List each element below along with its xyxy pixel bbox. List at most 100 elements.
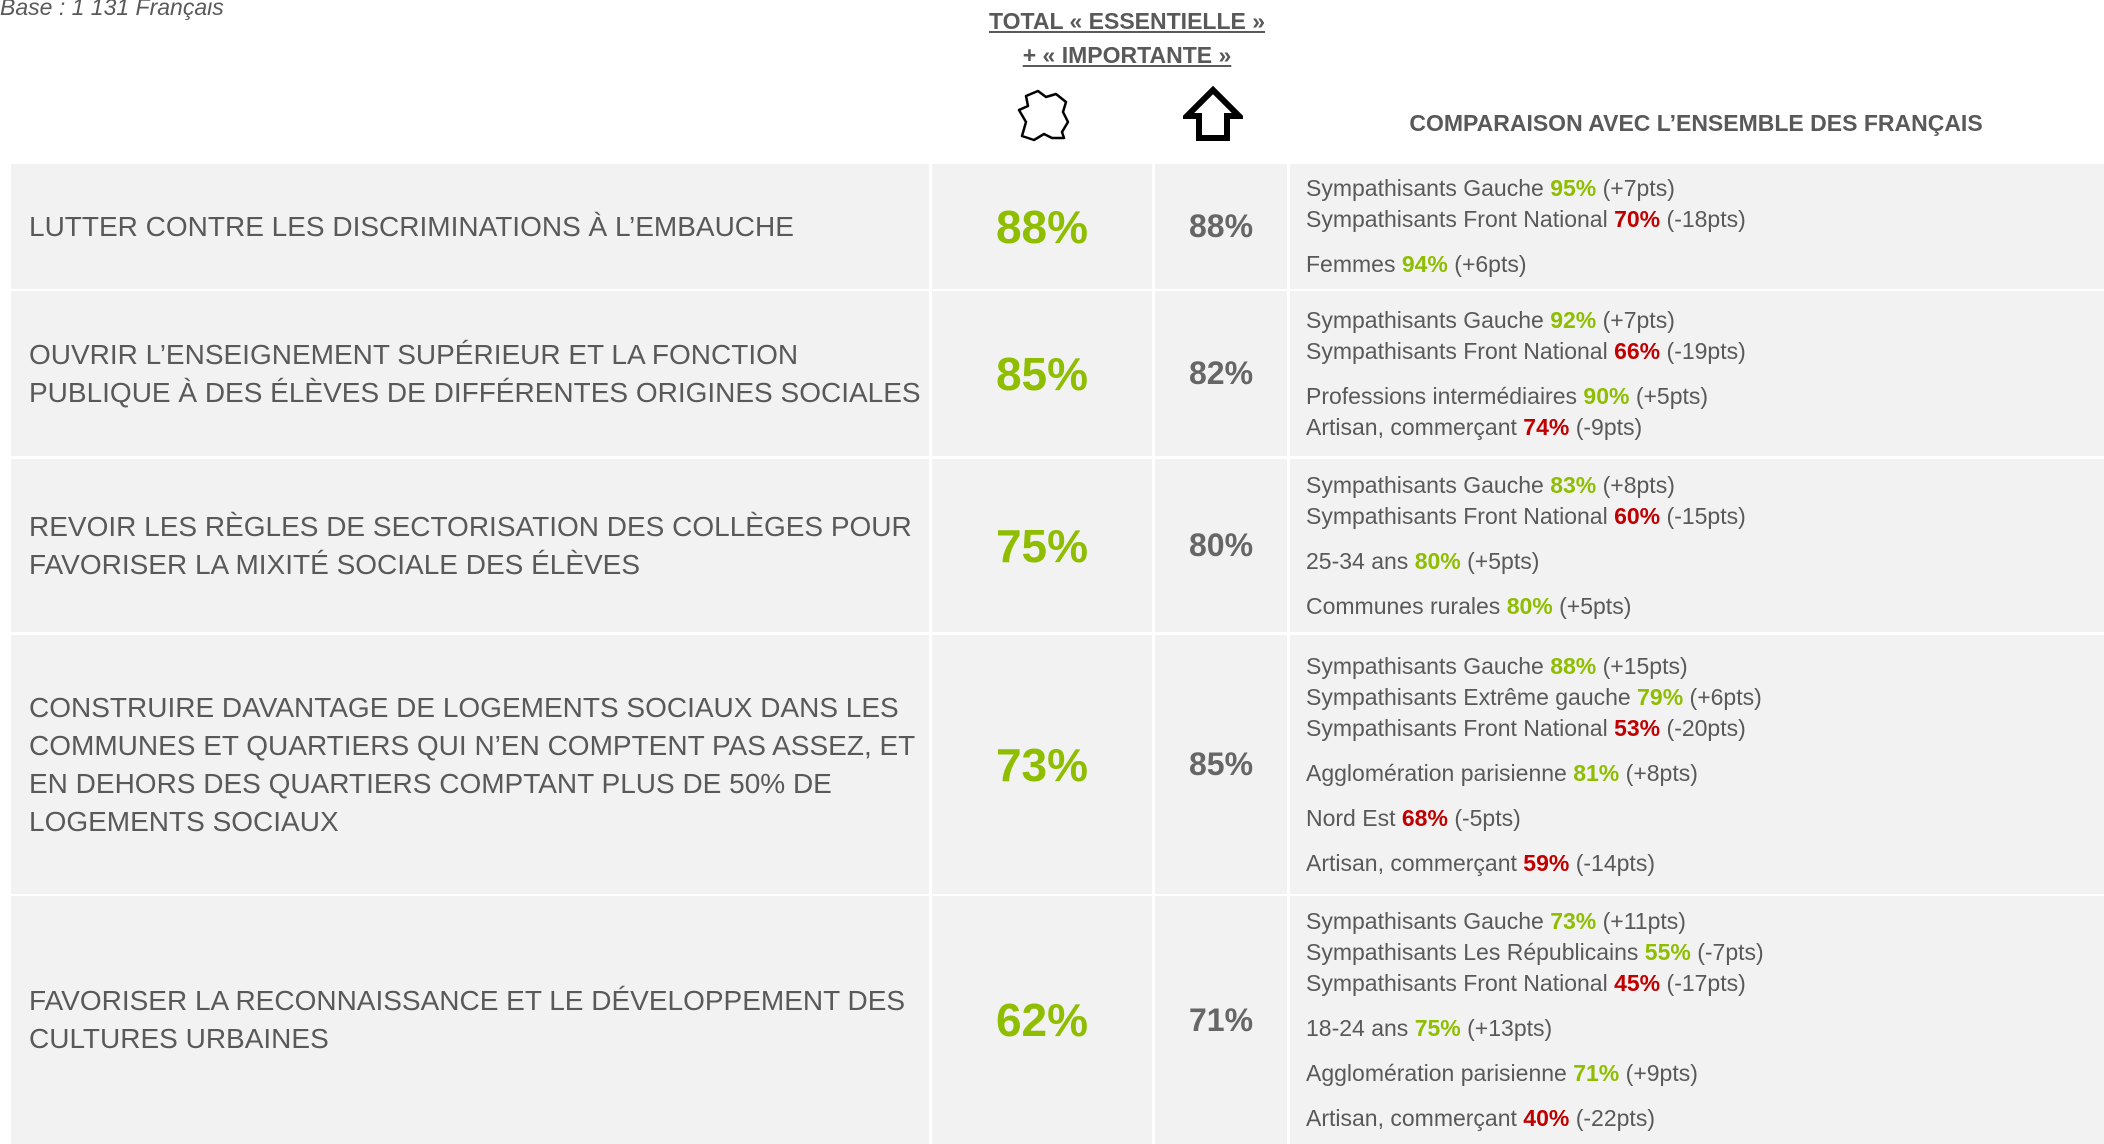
- segment-value: 79%: [1637, 683, 1684, 710]
- segment: Artisan, commerçant: [1306, 849, 1517, 876]
- segment-value: 68%: [1401, 804, 1448, 831]
- segment-value: 45%: [1614, 970, 1661, 996]
- segment-value: 90%: [1583, 382, 1630, 409]
- segment-value: 66%: [1614, 337, 1661, 364]
- segment-value: 59%: [1523, 849, 1570, 876]
- segment-value: 80%: [1506, 592, 1553, 619]
- segment-value: 71%: [1573, 1060, 1620, 1086]
- segment-value: 60%: [1614, 502, 1661, 529]
- comparison-group: Communes rurales 80% (+5pts): [1306, 591, 1631, 622]
- comparison-cell: Sympathisants Gauche 92% (+7pts) Sympathi…: [1290, 291, 2104, 456]
- comparison-cell: Sympathisants Gauche 88% (+15pts) Sympath…: [1290, 635, 2104, 894]
- segment-diff: (+7pts): [1602, 175, 1675, 201]
- segment: Professions intermédiaires: [1306, 382, 1578, 409]
- comparison-line: Sympathisants Gauche 73% (+11pts): [1306, 906, 1764, 937]
- segment-diff: (+5pts): [1467, 547, 1540, 574]
- comparison-line: Artisan, commerçant 74% (-9pts): [1306, 412, 1708, 443]
- comparison-line: Nord Est 68% (-5pts): [1306, 803, 1521, 834]
- segment-value: 40%: [1523, 1105, 1570, 1131]
- segment: Femmes: [1306, 251, 1396, 277]
- comparison-group: 25-34 ans 80% (+5pts): [1306, 546, 1539, 577]
- segment: Sympathisants Gauche: [1306, 175, 1544, 201]
- row-label: OUVRIR L’ENSEIGNEMENT SUPÉRIEUR ET LA FO…: [11, 291, 929, 456]
- france-score: 88%: [932, 164, 1152, 289]
- comparison-group: Agglomération parisienne 71% (+9pts): [1306, 1058, 1698, 1089]
- comparison-group: Sympathisants Gauche 73% (+11pts) Sympath…: [1306, 906, 1764, 999]
- comparison-group: 18-24 ans 75% (+13pts): [1306, 1013, 1552, 1044]
- segment-diff: (-17pts): [1666, 970, 1746, 996]
- comparison-line: Sympathisants Gauche 88% (+15pts): [1306, 651, 1762, 682]
- comparison-line: Sympathisants Gauche 95% (+7pts): [1306, 173, 1746, 204]
- comparison-line: Communes rurales 80% (+5pts): [1306, 591, 1631, 622]
- segment: Sympathisants Front National: [1306, 206, 1608, 232]
- comparison-group: Sympathisants Gauche 88% (+15pts) Sympath…: [1306, 651, 1762, 744]
- house-score: 80%: [1155, 459, 1287, 632]
- segment-value: 53%: [1614, 714, 1661, 741]
- segment-value: 94%: [1401, 251, 1448, 277]
- comparison-line: Sympathisants Les Républicains 55% (-7pt…: [1306, 937, 1764, 968]
- comparison-line: 25-34 ans 80% (+5pts): [1306, 546, 1539, 577]
- segment: Sympathisants Front National: [1306, 970, 1608, 996]
- segment-diff: (+15pts): [1602, 652, 1688, 679]
- segment-value: 88%: [1550, 652, 1597, 679]
- segment: Sympathisants Front National: [1306, 714, 1608, 741]
- house-score: 85%: [1155, 635, 1287, 894]
- segment-value: 74%: [1523, 413, 1570, 440]
- comparison-line: Agglomération parisienne 71% (+9pts): [1306, 1058, 1698, 1089]
- segment-diff: (-20pts): [1666, 714, 1746, 741]
- comparison-group: Agglomération parisienne 81% (+8pts): [1306, 758, 1698, 789]
- comparison-group: Professions intermédiaires 90% (+5pts) Ar…: [1306, 381, 1708, 443]
- france-score: 62%: [932, 896, 1152, 1144]
- segment: Artisan, commerçant: [1306, 413, 1517, 440]
- comparison-group: Nord Est 68% (-5pts): [1306, 803, 1521, 834]
- france-icon: [1017, 89, 1070, 142]
- row-label: FAVORISER LA RECONNAISSANCE ET LE DÉVELO…: [11, 896, 929, 1144]
- segment: Sympathisants Extrême gauche: [1306, 683, 1631, 710]
- comparison-line: Sympathisants Gauche 83% (+8pts): [1306, 470, 1746, 501]
- segment: Artisan, commerçant: [1306, 1105, 1517, 1131]
- segment-diff: (-9pts): [1575, 413, 1643, 440]
- segment-diff: (-22pts): [1575, 1105, 1655, 1131]
- comparison-line: Professions intermédiaires 90% (+5pts): [1306, 381, 1708, 412]
- total-header: + « IMPORTANTE »: [1022, 42, 1232, 68]
- comparison-group: Artisan, commerçant 59% (-14pts): [1306, 848, 1655, 879]
- segment: Sympathisants Gauche: [1306, 908, 1544, 934]
- table-row: LUTTER CONTRE LES DISCRIMINATIONS À L’EM…: [11, 164, 2104, 289]
- segment: Nord Est: [1306, 804, 1396, 831]
- segment-diff: (-18pts): [1666, 206, 1746, 232]
- segment-diff: (+11pts): [1602, 908, 1686, 934]
- total-header: TOTAL « ESSENTIELLE »: [988, 8, 1266, 34]
- comparison-cell: Sympathisants Gauche 73% (+11pts) Sympath…: [1290, 896, 2104, 1144]
- segment: Sympathisants Gauche: [1306, 652, 1544, 679]
- comparison-line: Agglomération parisienne 81% (+8pts): [1306, 758, 1698, 789]
- table-row: OUVRIR L’ENSEIGNEMENT SUPÉRIEUR ET LA FO…: [11, 291, 2104, 456]
- segment-value: 75%: [1414, 1015, 1461, 1041]
- segment-diff: (-14pts): [1575, 849, 1655, 876]
- segment-diff: (+9pts): [1625, 1060, 1698, 1086]
- segment: Agglomération parisienne: [1306, 1060, 1567, 1086]
- base-note: Base : 1 131 Français: [0, 0, 224, 20]
- comparison-cell: Sympathisants Gauche 95% (+7pts) Sympathi…: [1290, 164, 2104, 289]
- segment-diff: (-19pts): [1666, 337, 1746, 364]
- comparison-line: Sympathisants Front National 60% (-15pts…: [1306, 501, 1746, 532]
- france-score: 85%: [932, 291, 1152, 456]
- table-row: FAVORISER LA RECONNAISSANCE ET LE DÉVELO…: [11, 896, 2104, 1144]
- comparison-line: Sympathisants Extrême gauche 79% (+6pts): [1306, 682, 1762, 713]
- segment-diff: (+8pts): [1602, 471, 1675, 498]
- segment-diff: (+6pts): [1454, 251, 1527, 277]
- comparison-group: Artisan, commerçant 40% (-22pts): [1306, 1103, 1655, 1134]
- row-label: LUTTER CONTRE LES DISCRIMINATIONS À L’EM…: [11, 164, 929, 289]
- segment: Agglomération parisienne: [1306, 759, 1567, 786]
- france-score: 75%: [932, 459, 1152, 632]
- segment-diff: (-5pts): [1454, 804, 1521, 831]
- segment-diff: (+5pts): [1559, 592, 1632, 619]
- segment: Sympathisants Gauche: [1306, 471, 1544, 498]
- house-score: 82%: [1155, 291, 1287, 456]
- segment-value: 83%: [1550, 471, 1597, 498]
- table-row: CONSTRUIRE DAVANTAGE DE LOGEMENTS SOCIAU…: [11, 635, 2104, 894]
- segment: 18-24 ans: [1306, 1015, 1409, 1041]
- segment-value: 80%: [1414, 547, 1461, 574]
- comparison-line: Sympathisants Front National 70% (-18pts…: [1306, 204, 1746, 235]
- comparison-line: Artisan, commerçant 40% (-22pts): [1306, 1103, 1655, 1134]
- segment: Sympathisants Les Républicains: [1306, 939, 1639, 965]
